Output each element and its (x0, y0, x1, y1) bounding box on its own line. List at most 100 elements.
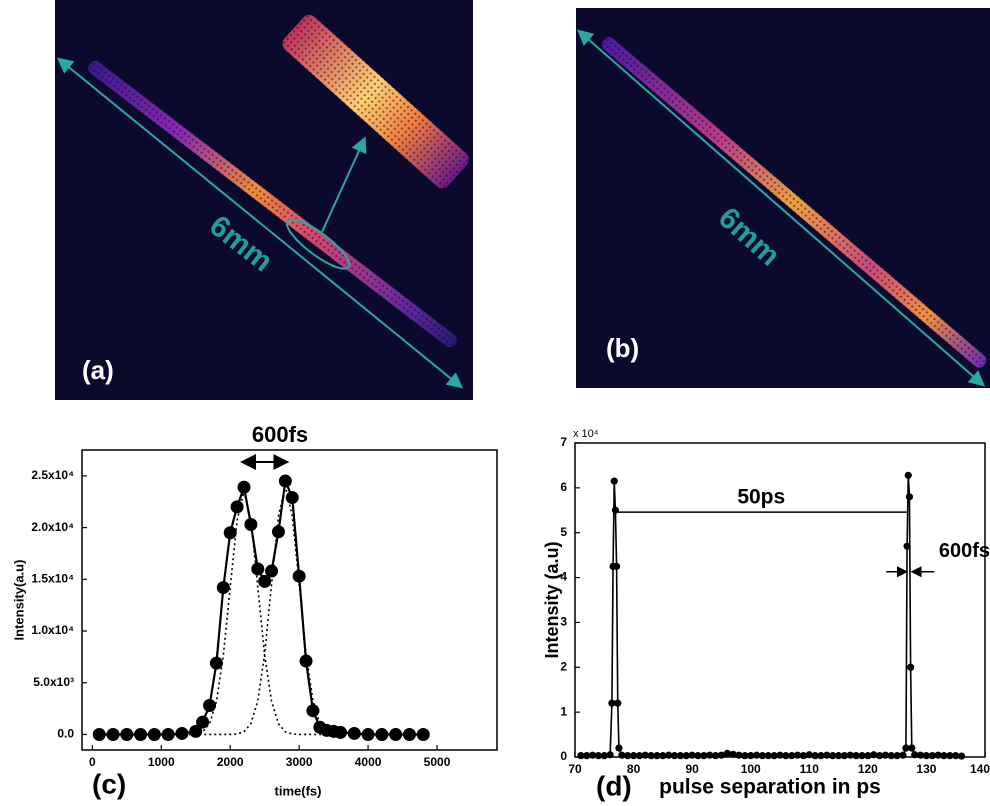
data-point (670, 752, 679, 760)
image-a: 6mm (a) (55, 0, 473, 400)
data-point (700, 752, 708, 760)
data-point (706, 751, 714, 759)
data-point (870, 751, 878, 759)
data-point (271, 525, 285, 539)
data-point (846, 751, 854, 759)
data-point (952, 752, 960, 760)
data-point (782, 752, 790, 760)
data-point (244, 517, 258, 531)
data-point (864, 752, 872, 760)
data-point (758, 752, 767, 760)
data-point (120, 727, 134, 741)
axis-multiplier: x 10⁴ (573, 428, 599, 440)
data-point (905, 493, 914, 501)
data-point (189, 724, 203, 738)
x-tick-label: 1000 (148, 755, 175, 769)
data-point (606, 751, 614, 759)
data-point (793, 751, 802, 759)
data-point (610, 477, 618, 485)
scale-line (56, 57, 464, 389)
data-point (608, 699, 616, 707)
data-point (741, 752, 749, 760)
data-point (817, 752, 825, 760)
data-point (618, 751, 626, 759)
data-point (902, 744, 910, 752)
y-tick-label: 7 (560, 435, 567, 449)
data-point (278, 474, 292, 488)
data-point (258, 574, 272, 588)
data-point (682, 752, 690, 760)
y-tick-label: 5.0x10³ (33, 675, 74, 689)
data-point (907, 663, 915, 671)
y-tick-label: 2.0x10⁴ (31, 520, 74, 534)
x-tick-label: 140 (970, 762, 990, 776)
data-point (823, 751, 831, 759)
data-point (711, 752, 720, 760)
data-point (852, 752, 860, 760)
x-tick-label: 2000 (217, 755, 244, 769)
x-tick-label: 0 (89, 755, 96, 769)
data-point (893, 752, 901, 760)
data-point (735, 751, 743, 759)
fit-line (99, 486, 424, 736)
y-tick-label: 0.0 (57, 727, 74, 741)
data-point (334, 725, 348, 739)
data-point (770, 752, 778, 760)
data-point (629, 752, 638, 760)
data-point (612, 562, 621, 570)
data-line (99, 476, 424, 736)
y-axis-label: Intensity(a.u) (11, 560, 26, 641)
data-point (588, 751, 597, 759)
data-point (747, 752, 755, 760)
data-point (903, 542, 911, 550)
data-point (614, 699, 622, 707)
data-point (899, 751, 907, 759)
data-point (729, 750, 737, 758)
panel-label: (a) (82, 355, 114, 385)
panel-label: (b) (606, 333, 639, 363)
annotation: 600fs (939, 540, 990, 562)
data-point (840, 752, 849, 760)
y-tick-label: 2 (560, 659, 567, 673)
data-line (580, 475, 962, 757)
data-point (237, 480, 251, 494)
x-tick-label: 130 (916, 762, 936, 776)
data-point (811, 752, 819, 760)
x-tick-label: 110 (800, 762, 820, 776)
data-point (934, 751, 942, 759)
data-point (946, 752, 954, 760)
chart-title: 600fs (252, 422, 308, 447)
data-point (940, 752, 948, 760)
data-point (834, 752, 843, 760)
x-tick-label: 3000 (286, 755, 313, 769)
data-point (908, 744, 916, 752)
data-point (911, 751, 919, 759)
image-b: 6mm (b) (576, 8, 990, 388)
y-tick-label: 3 (560, 615, 567, 629)
y-axis-label: Intensity (a.u) (542, 541, 562, 658)
data-point (583, 752, 591, 760)
data-point (653, 752, 661, 760)
data-point (223, 526, 237, 540)
data-point (858, 752, 866, 760)
data-point (615, 744, 623, 752)
data-point (577, 752, 585, 760)
data-point (799, 752, 808, 760)
data-point (805, 751, 813, 759)
data-point (688, 751, 696, 759)
scale-line (576, 29, 986, 387)
x-tick-label: 120 (858, 762, 878, 776)
data-point (416, 727, 430, 741)
data-point (375, 727, 389, 741)
data-point (106, 727, 120, 741)
x-axis-label: pulse separation in ps (659, 776, 881, 799)
x-tick-label: 4000 (355, 755, 382, 769)
y-tick-label: 1.5x10⁴ (31, 571, 74, 585)
y-tick-label: 1 (560, 704, 567, 718)
data-point (196, 715, 210, 729)
y-tick-label: 2.5x10⁴ (31, 468, 74, 482)
data-point (209, 656, 223, 670)
x-tick-label: 100 (741, 762, 761, 776)
